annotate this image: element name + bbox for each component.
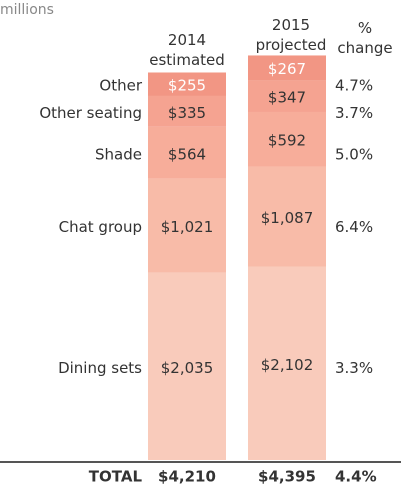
bar-segment [248, 111, 326, 167]
value-label: $1,087 [261, 209, 314, 227]
value-label: $347 [268, 89, 306, 107]
value-label: $592 [268, 132, 306, 150]
bar-segment [248, 80, 326, 112]
category-label: Shade [95, 145, 142, 163]
total-value: $4,395 [258, 468, 316, 486]
value-label: $267 [268, 60, 306, 78]
change-label: 6.4% [335, 218, 373, 236]
bar-segment [248, 166, 326, 267]
change-label: 3.7% [335, 104, 373, 122]
bar-segment [248, 55, 326, 81]
bar-segment [148, 126, 226, 179]
category-label: Chat group [59, 218, 142, 236]
bar-segment [148, 72, 226, 96]
category-label: Other seating [39, 104, 142, 122]
total-label: TOTAL [89, 468, 143, 486]
value-label: $335 [168, 104, 206, 122]
bar-segment [248, 266, 326, 460]
bar-segment [148, 178, 226, 273]
category-label: Other [99, 77, 142, 95]
value-label: $1,021 [161, 218, 214, 236]
bar-segment [148, 272, 226, 460]
change-label: 5.0% [335, 145, 373, 163]
change-label: 4.7% [335, 77, 373, 95]
total-value: $4,210 [158, 468, 216, 486]
total-change: 4.4% [335, 468, 377, 486]
column-header: 2014 estimated [149, 31, 225, 69]
bar-segment [148, 95, 226, 127]
value-label: $564 [168, 145, 206, 163]
column-header: 2015 projected [255, 16, 327, 54]
value-label: $2,102 [261, 356, 314, 374]
subtitle: millions [0, 2, 54, 18]
value-label: $255 [168, 77, 206, 95]
value-label: $2,035 [161, 359, 214, 377]
change-label: 3.3% [335, 359, 373, 377]
category-label: Dining sets [58, 359, 142, 377]
column-header: % change [337, 19, 393, 57]
